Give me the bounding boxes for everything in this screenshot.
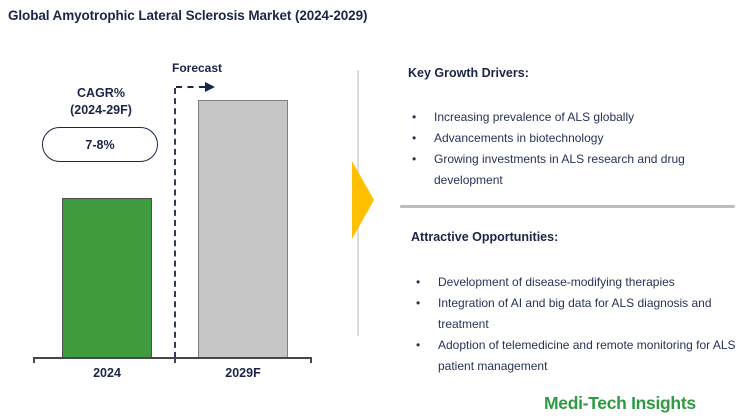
growth-arrow-icon — [352, 161, 374, 239]
list-item: Advancements in biotechnology — [408, 128, 738, 149]
list-item: Development of disease-modifying therapi… — [412, 272, 742, 293]
cagr-value-badge: 7-8% — [42, 127, 158, 162]
bar-2024 — [62, 198, 152, 358]
drivers-list: Increasing prevalence of ALS globally Ad… — [408, 107, 738, 191]
x-label-2029f: 2029F — [225, 366, 261, 380]
forecast-arrow-line — [176, 86, 205, 88]
drivers-heading: Key Growth Drivers: — [408, 66, 529, 80]
x-axis-tick — [174, 357, 176, 363]
cagr-label: CAGR% (2024-29F) — [30, 85, 172, 119]
brand-logo: Medi-Tech Insights — [544, 393, 696, 413]
cagr-period: (2024-29F) — [70, 103, 132, 117]
opportunities-heading: Attractive Opportunities: — [411, 230, 559, 244]
opportunities-list: Development of disease-modifying therapi… — [412, 272, 742, 377]
cagr-value: 7-8% — [85, 137, 115, 152]
forecast-arrow-icon — [205, 82, 215, 92]
list-item: Adoption of telemedicine and remote moni… — [412, 335, 742, 377]
x-label-2024: 2024 — [93, 366, 121, 380]
list-item: Integration of AI and big data for ALS d… — [412, 293, 742, 335]
x-axis-tick — [310, 357, 312, 363]
cagr-title: CAGR% — [77, 86, 125, 100]
forecast-divider-dashed-line — [174, 88, 176, 358]
page-title: Global Amyotrophic Lateral Sclerosis Mar… — [8, 8, 368, 23]
list-item: Increasing prevalence of ALS globally — [408, 107, 738, 128]
horizontal-divider — [400, 205, 735, 208]
bar-2029f — [198, 100, 288, 358]
x-axis-line — [33, 357, 312, 359]
list-item: Growing investments in ALS research and … — [408, 149, 738, 191]
x-axis-tick — [33, 357, 35, 363]
forecast-label: Forecast — [172, 61, 223, 75]
